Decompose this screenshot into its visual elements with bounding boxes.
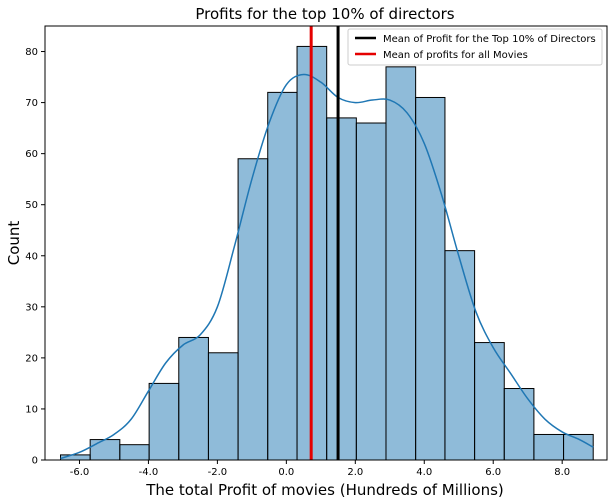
x-tick-label: -4.0	[139, 467, 159, 478]
kde-curve	[60, 73, 594, 460]
histogram-bar	[148, 382, 180, 461]
mean-lines	[309, 26, 340, 460]
histogram-bar	[415, 96, 446, 461]
y-tick-label: 20	[25, 353, 38, 364]
histogram-bars	[60, 45, 594, 461]
y-tick-label: 60	[25, 149, 38, 160]
x-tick-label: 2.0	[347, 467, 363, 478]
legend-box	[347, 28, 603, 66]
x-tick-label: 6.0	[485, 467, 501, 478]
legend: Mean of Profit for the Top 10% of Direct…	[347, 28, 603, 66]
x-axis-ticks: -6.0 -4.0 -2.0 0.0 2.0 4.0 6.0 8.0	[70, 460, 570, 478]
histogram-bar	[503, 388, 535, 461]
legend-label-top10-mean: Mean of Profit for the Top 10% of Direct…	[383, 34, 596, 45]
y-tick-label: 10	[25, 404, 38, 415]
histogram-bar	[267, 91, 298, 461]
histogram-bar	[178, 336, 209, 461]
y-axis-ticks: 0 10 20 30 40 50 60 70 80	[25, 47, 45, 467]
x-tick-label: -2.0	[208, 467, 228, 478]
x-tick-label: -6.0	[70, 467, 90, 478]
x-tick-label: 4.0	[416, 467, 432, 478]
histogram-bar	[119, 444, 150, 461]
axes-frame	[44, 25, 608, 461]
histogram-bar	[326, 117, 357, 461]
histogram-bar	[533, 433, 565, 461]
legend-label-all-movies-mean: Mean of profits for all Movies	[383, 50, 528, 61]
x-tick-label: 0.0	[278, 467, 294, 478]
x-axis-label: The total Profit of movies (Hundreds of …	[145, 481, 504, 499]
y-tick-label: 70	[25, 98, 38, 109]
plot-area	[44, 25, 608, 461]
y-tick-label: 80	[25, 47, 38, 58]
y-tick-label: 40	[25, 251, 38, 262]
histogram-bar	[355, 122, 387, 461]
y-tick-label: 30	[25, 302, 38, 313]
x-tick-label: 8.0	[554, 467, 570, 478]
y-tick-label: 50	[25, 200, 38, 211]
y-tick-label: 0	[32, 456, 38, 467]
y-axis-label: Count	[5, 221, 23, 266]
histogram-bar	[474, 342, 505, 461]
chart-title: Profits for the top 10% of directors	[195, 5, 454, 23]
histogram-bar	[207, 352, 239, 461]
histogram-bar	[444, 250, 476, 461]
histogram-bar	[385, 66, 417, 461]
histogram-bar	[89, 439, 121, 461]
histogram-bar	[237, 158, 269, 461]
